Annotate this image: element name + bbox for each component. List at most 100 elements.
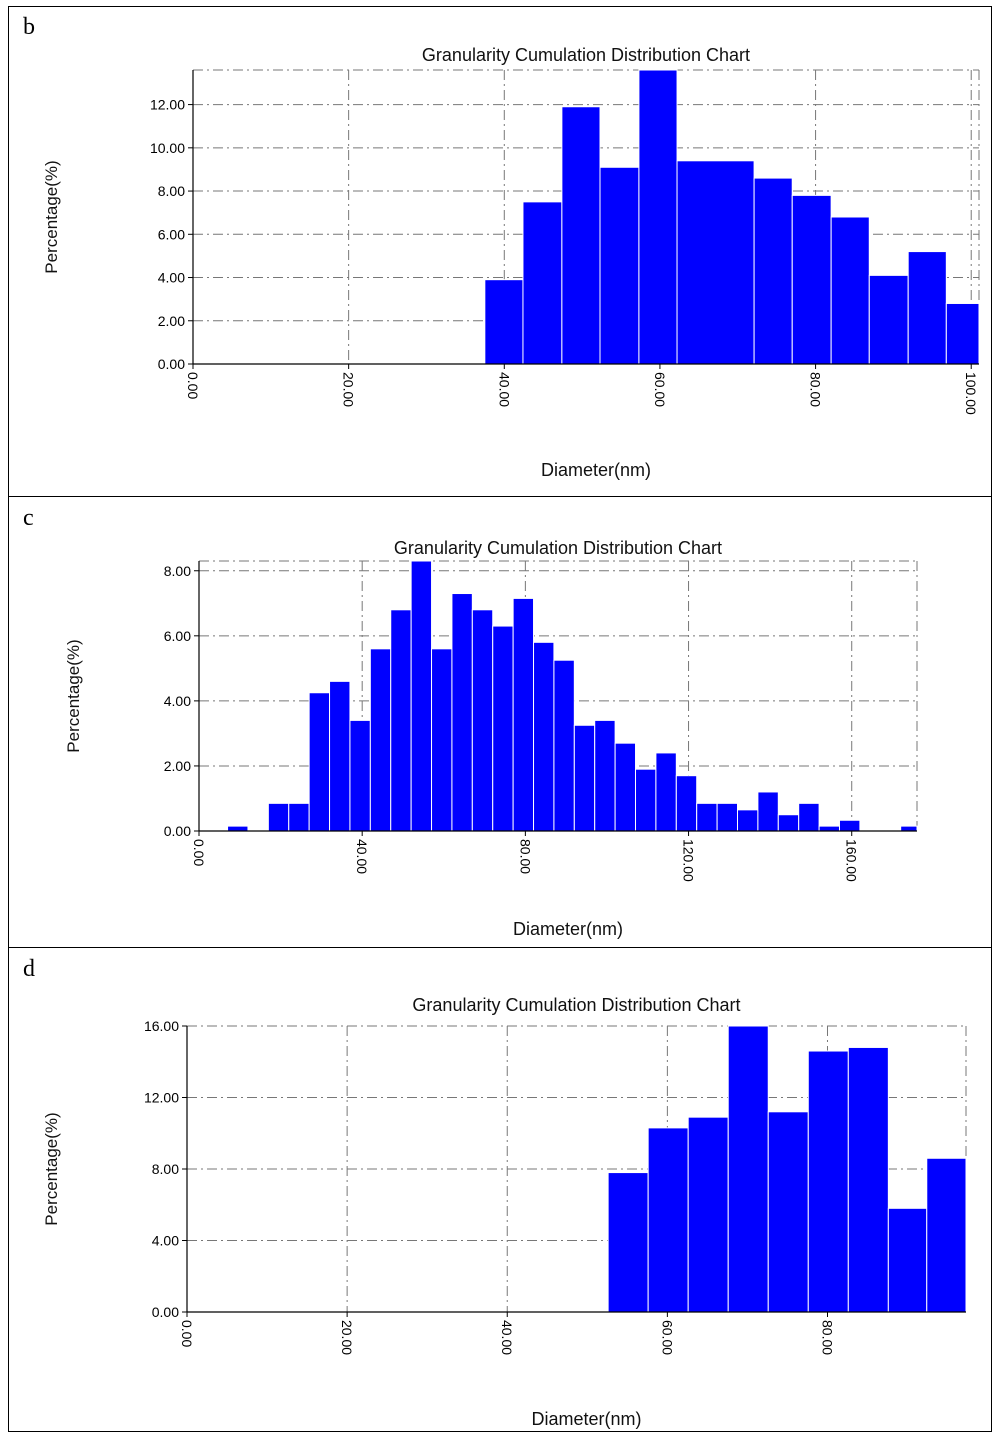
histogram-bar <box>655 752 677 832</box>
x-tick-label: 60.00 <box>659 1320 675 1355</box>
panel-label: b <box>23 14 35 40</box>
y-tick-label: 12.00 <box>144 1090 179 1106</box>
histogram-bar <box>777 814 800 832</box>
panel-b: b 0.00 2.00 4.00 6.00 8.00 10.00 12.00 0.00 20.0… <box>9 6 991 496</box>
panel-divider <box>9 947 991 948</box>
histogram-bar <box>647 1127 689 1313</box>
histogram-bar <box>830 216 870 365</box>
histogram-bar <box>267 802 290 832</box>
y-tick-label: 6.00 <box>164 628 191 644</box>
y-tick-label: 0.00 <box>152 1304 179 1320</box>
x-axis-label: Diameter(nm) <box>513 919 623 939</box>
histogram-bar <box>716 802 739 832</box>
histogram-bar <box>533 641 555 832</box>
histogram-bar <box>737 809 759 832</box>
histogram-bar <box>390 609 412 832</box>
x-tick-label: 20.00 <box>341 372 357 407</box>
histogram-bar <box>676 160 755 365</box>
histogram-bar <box>522 201 563 365</box>
histogram-bar <box>227 825 249 832</box>
histogram-bar <box>635 768 657 832</box>
y-tick-label: 0.00 <box>158 356 185 372</box>
x-tick-label: 120.00 <box>681 839 697 882</box>
histogram-bar <box>727 1025 769 1313</box>
histogram-bar <box>687 1116 729 1313</box>
histogram-bar <box>791 194 832 365</box>
panel-label: d <box>23 956 35 982</box>
x-tick-label: 100.00 <box>963 372 979 415</box>
panel-label: c <box>23 505 34 531</box>
histogram-bar <box>594 719 616 832</box>
histogram-bar <box>607 1172 649 1313</box>
histogram-bar <box>410 560 433 832</box>
y-tick-label: 6.00 <box>158 226 185 242</box>
histogram-bar <box>369 648 392 832</box>
y-tick-label: 4.00 <box>152 1233 179 1249</box>
x-tick-label: 0.00 <box>185 372 201 399</box>
histogram-bar <box>887 1207 928 1313</box>
chart-d: 0.00 4.00 8.00 12.00 16.00 0.00 20.00 40.00 60.0… <box>42 995 967 1429</box>
x-tick-label: 80.00 <box>517 839 533 874</box>
y-tick-label: 10.00 <box>150 140 185 156</box>
histogram-bar <box>349 719 371 832</box>
histogram-bar <box>451 593 473 832</box>
x-tick-label: 80.00 <box>819 1320 835 1355</box>
histogram-bar <box>907 251 947 365</box>
histogram-bar <box>807 1050 849 1313</box>
histogram-bar <box>847 1046 889 1313</box>
chart-title: Granularity Cumulation Distribution Char… <box>412 995 740 1015</box>
y-tick-label: 8.00 <box>164 563 191 579</box>
chart-title: Granularity Cumulation Distribution Char… <box>394 538 722 558</box>
x-tick-label: 160.00 <box>844 839 860 882</box>
chart-c: 0.00 2.00 4.00 6.00 8.00 0.00 40.00 80.00 120.00… <box>64 538 918 939</box>
x-tick-label: 80.00 <box>808 372 824 407</box>
panel-c: c 0.00 2.00 4.00 6.00 8.00 0.00 40.00 80.00 120.… <box>9 497 991 947</box>
y-tick-label: 8.00 <box>152 1161 179 1177</box>
histogram-bar <box>798 802 820 832</box>
x-tick-label: 40.00 <box>496 372 512 407</box>
histogram-bar <box>308 692 331 832</box>
x-tick-label: 60.00 <box>652 372 668 407</box>
histogram-bar <box>573 724 596 832</box>
histogram-bar <box>512 597 535 832</box>
histogram-bar <box>675 775 698 832</box>
x-tick-label: 20.00 <box>339 1320 355 1355</box>
panel-divider <box>9 496 991 497</box>
y-tick-label: 8.00 <box>158 183 185 199</box>
histogram-bar <box>329 680 351 832</box>
y-tick-label: 0.00 <box>164 823 191 839</box>
histogram-bar <box>553 659 575 832</box>
histogram-bar <box>431 648 453 832</box>
histogram-bar <box>599 166 640 365</box>
histogram-bar <box>492 625 514 832</box>
histogram-bar <box>868 274 909 365</box>
histogram-bar <box>818 825 840 832</box>
histogram-bar <box>900 825 918 832</box>
histogram-bar <box>288 802 310 832</box>
histogram-bar <box>696 802 718 832</box>
y-tick-label: 12.00 <box>150 97 185 113</box>
x-tick-label: 40.00 <box>354 839 370 874</box>
x-tick-label: 40.00 <box>499 1320 515 1355</box>
x-tick-label: 0.00 <box>179 1320 195 1347</box>
histogram-bar <box>945 302 980 365</box>
histogram-bar <box>838 819 861 832</box>
histogram-bar <box>614 742 637 832</box>
y-axis-label: Percentage(%) <box>64 639 83 752</box>
chart-title: Granularity Cumulation Distribution Char… <box>422 45 750 65</box>
histogram-bar <box>767 1111 809 1313</box>
y-tick-label: 2.00 <box>158 313 185 329</box>
x-axis-label: Diameter(nm) <box>531 1409 641 1429</box>
histogram-bar <box>757 791 779 832</box>
y-tick-label: 4.00 <box>164 693 191 709</box>
panel-d: d 0.00 4.00 8.00 12.00 16.00 0.00 20.00 40.00 60… <box>9 948 991 1432</box>
histogram-bar <box>638 69 678 365</box>
y-tick-label: 2.00 <box>164 758 191 774</box>
y-axis-label: Percentage(%) <box>42 160 61 273</box>
y-tick-label: 4.00 <box>158 270 185 286</box>
histogram-bar <box>753 177 793 365</box>
histogram-bar <box>926 1157 967 1313</box>
x-tick-label: 0.00 <box>191 839 207 866</box>
x-axis-label: Diameter(nm) <box>541 460 651 480</box>
histogram-bar <box>561 106 601 365</box>
